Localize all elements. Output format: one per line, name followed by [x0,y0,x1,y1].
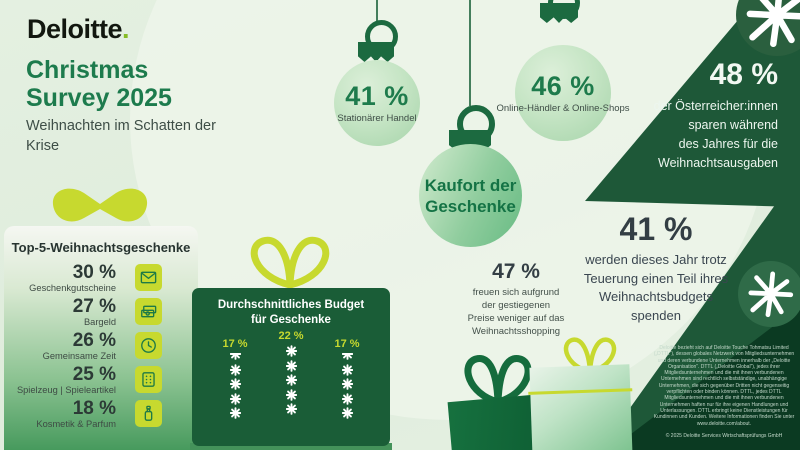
budget-percent: 17 % [334,338,360,350]
dice-icon [142,372,155,387]
gift-label: Spielzeug | Spieleartikel [16,385,116,395]
stat-less-joy: 47 % freuen sich aufgrund der gestiegene… [448,260,584,338]
snowflake-icon [748,271,794,318]
budget-column: 22 % 200, - 349, EUR [261,330,321,418]
snowflake-circle-right [738,261,800,327]
asterisk-icon [285,345,297,357]
stationary-value: 41 % [345,81,409,111]
budget-title: Durchschnittliches Budget für Geschenke [217,299,365,326]
stat-donate: 41 % werden dieses Jahr trotz Teuerung e… [583,211,729,325]
gift-value: 18 % [72,398,116,419]
gift-value: 25 % [72,364,116,385]
bauble-string [376,0,378,23]
asterisk-icon [229,407,241,419]
asterisk-icon [341,363,353,376]
half-asterisk-icon [341,353,353,361]
top5-title: Top-5-Weihnachtsgeschenke [11,240,191,255]
gift-row: 18 % Kosmetik & Parfum [4,399,198,431]
asterisk-icon [285,374,297,386]
stationary-label: Stationärer Handel [337,113,417,124]
bauble-cap-icon [540,3,578,23]
gift-row: 27 % Bargeld [4,297,198,329]
asterisk-icon [285,359,297,372]
page-subtitle: Weihnachten im Schatten der Krise [26,118,216,154]
deloitte-logo: Deloitte. [27,14,130,44]
budget-box: Durchschnittliches Budget für Geschenke … [192,288,390,446]
top5-panel: Top-5-Weihnachtsgeschenke 30 % Geschenkg… [4,226,198,450]
asterisk-icon [285,403,297,415]
asterisk-stack [317,353,377,422]
gift-label: Gemeinsame Zeit [42,351,116,361]
gift-icon-tile [135,332,162,359]
gift-icon-tile [135,366,162,393]
bauble-string [469,0,471,106]
stat-donate-text: werden dieses Jahr trotz Teuerung einen … [583,252,729,323]
legal-text: Deloitte bezieht sich auf Deloitte Touch… [653,345,795,427]
gift-icon-tile [135,264,162,291]
half-asterisk-icon [229,353,241,361]
gift-icon-tile [135,400,162,427]
asterisk-stack [261,345,321,418]
envelope-icon [140,271,157,284]
bauble-cap-icon [358,42,394,62]
asterisk-icon [285,388,297,401]
asterisk-stack [205,353,265,422]
gift-bow-icon [52,188,148,222]
copyright-text: © 2025 Deloitte Services Wirtschaftsprüf… [665,432,783,439]
gift-label: Bargeld [83,317,116,327]
stat-donate-value: 41 % [619,211,693,247]
gift-bow-icon [250,236,330,289]
stat-saving: 48 % der Österreicher:innen sparen währe… [578,58,778,173]
gift-value: 30 % [72,262,116,283]
gift-label: Geschenkgutscheine [29,283,116,293]
stat-less-joy-text: freuen sich aufgrund der gestiegenen Pre… [467,287,565,337]
asterisk-icon [341,407,353,419]
bauble-kaufort: Kaufort der Geschenke [419,144,522,247]
asterisk-icon [229,392,241,405]
asterisk-icon [341,378,353,390]
online-label: Online-Händler & Online-Shops [496,103,630,114]
bauble-online: 46 % Online-Händler & Online-Shops [496,45,630,141]
logo-dot: . [122,14,130,44]
gift-ribbon [528,388,633,395]
budget-column: 17 % 100, - 199, EUR [205,338,265,422]
asterisk-icon [341,392,353,405]
gift-box-light [528,364,633,450]
stat-saving-text: der Österreicher:innen sparen während de… [653,99,778,170]
stat-less-joy-value: 47 % [492,260,540,283]
legal-block: Deloitte bezieht sich auf Deloitte Touch… [650,345,798,439]
stat-saving-value: 48 % [709,58,778,91]
perfume-icon [144,405,153,421]
kaufort-title: Kaufort der Geschenke [424,175,517,216]
budget-percent: 17 % [222,338,248,350]
asterisk-icon [229,363,241,376]
asterisk-icon [229,378,241,390]
gift-row: 30 % Geschenkgutscheine [4,263,198,295]
budget-percent: 22 % [278,330,304,342]
gift-row: 25 % Spielzeug | Spieleartikel [4,365,198,397]
gift-icon-tile [135,298,162,325]
gift-label: Kosmetik & Parfum [36,419,116,429]
clock-icon [141,338,156,353]
bauble-stationary: 41 % Stationärer Handel [334,60,420,146]
budget-column: 17 % 350, - 499, EUR [317,338,377,422]
page-title: Christmas Survey 2025 [26,56,172,112]
online-value: 46 % [531,71,595,101]
gift-bow-icon [464,355,532,406]
gift-value: 27 % [72,296,116,317]
ground-strip [190,443,392,450]
banknotes-icon [141,305,157,318]
gift-value: 26 % [72,330,116,351]
gift-row: 26 % Gemeinsame Zeit [4,331,198,363]
